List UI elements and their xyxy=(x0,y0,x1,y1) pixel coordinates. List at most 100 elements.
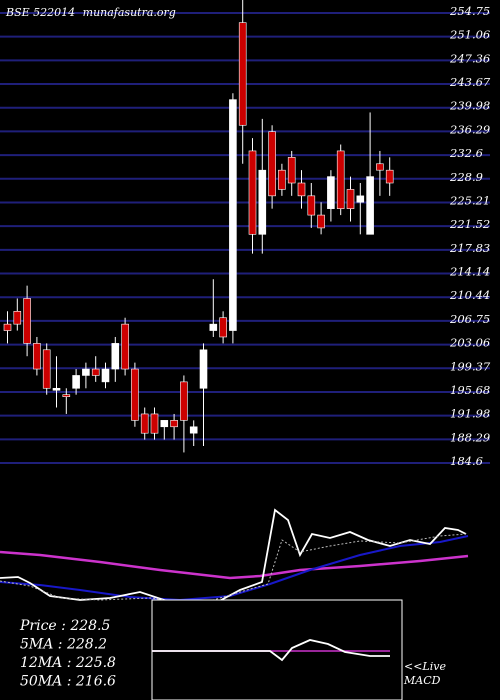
candle xyxy=(346,176,355,222)
price-tick-label: 217.83 xyxy=(449,241,490,255)
price-tick-label: 247.36 xyxy=(449,51,490,65)
price-tick-label: 214.14 xyxy=(449,265,490,279)
candle-body xyxy=(52,387,61,391)
candle xyxy=(42,343,51,395)
candle-body xyxy=(189,426,198,434)
candle xyxy=(91,356,100,382)
ticker-symbol: BSE 522014 xyxy=(5,6,75,19)
candle-body xyxy=(297,182,306,197)
price-tick-label: 232.6 xyxy=(449,146,483,160)
candle xyxy=(140,407,149,440)
stat-5ma: 5MA : 228.2 xyxy=(20,637,107,653)
candle-body xyxy=(72,375,80,389)
candle xyxy=(209,279,218,337)
candle xyxy=(3,311,12,344)
candle xyxy=(307,183,316,228)
candle xyxy=(238,0,247,164)
candle xyxy=(248,138,257,254)
candle xyxy=(366,112,374,235)
candle-body xyxy=(199,349,208,389)
price-tick-label: 199.37 xyxy=(450,359,491,373)
candle xyxy=(287,150,296,196)
stat-price: Price : 228.5 xyxy=(19,618,111,634)
candle-body xyxy=(346,189,355,209)
candle xyxy=(72,369,80,395)
candle-body xyxy=(248,150,257,235)
candle xyxy=(111,336,120,382)
candle xyxy=(131,362,139,427)
macd-line xyxy=(152,639,390,662)
candle-body xyxy=(180,381,188,421)
candle xyxy=(189,420,198,447)
candle xyxy=(229,93,237,344)
price-tick-label: 221.52 xyxy=(449,217,490,231)
candle-body xyxy=(229,99,237,331)
candle xyxy=(101,362,110,389)
candle xyxy=(160,420,169,440)
price-tick-label: 203.06 xyxy=(449,336,490,350)
candle-body xyxy=(82,368,90,376)
candle xyxy=(336,144,345,216)
candle-body xyxy=(160,420,169,428)
candle-body xyxy=(238,22,247,126)
price-tick-label: 206.75 xyxy=(449,312,490,326)
candle xyxy=(376,150,384,196)
ma12-line xyxy=(0,535,469,602)
candle xyxy=(268,125,276,209)
price-gridlines xyxy=(0,12,490,464)
candle-body xyxy=(62,394,71,398)
candle-body xyxy=(3,323,12,331)
candle-body xyxy=(13,311,22,325)
candle-body xyxy=(376,163,384,171)
price-tick-label: 188.29 xyxy=(450,430,490,444)
candle-body xyxy=(307,195,316,216)
candle-body xyxy=(356,195,365,203)
candle xyxy=(121,317,129,376)
candle xyxy=(317,202,325,235)
price-axis-ticks: 254.75 251.06 247.36 243.67 239.98 236.29 232.… xyxy=(449,4,491,468)
candle xyxy=(150,407,159,440)
candle-body xyxy=(209,323,218,331)
candle-body xyxy=(336,150,345,209)
candle xyxy=(297,170,306,209)
candle-body xyxy=(131,368,139,421)
price-tick-label: 225.21 xyxy=(449,193,490,207)
price-tick-label: 228.9 xyxy=(449,170,483,184)
candle xyxy=(385,157,394,196)
candle xyxy=(170,413,178,440)
candles xyxy=(3,0,394,453)
candle-body xyxy=(327,176,335,209)
candle-body xyxy=(23,298,31,344)
signal-line xyxy=(0,533,467,605)
candle xyxy=(33,336,41,376)
candle-body xyxy=(287,157,296,184)
price-tick-label: 243.67 xyxy=(449,75,491,89)
candle xyxy=(327,170,335,222)
candle-body xyxy=(111,343,120,370)
candle xyxy=(219,311,227,344)
candle-body xyxy=(366,176,374,235)
candle-body xyxy=(385,169,394,184)
candle xyxy=(13,298,22,331)
price-tick-label: 251.06 xyxy=(449,28,490,42)
macd-box xyxy=(151,599,403,700)
stat-12ma: 12MA : 225.8 xyxy=(20,655,116,671)
candle xyxy=(180,375,188,453)
candle-body xyxy=(278,169,286,190)
price-tick-label: 184.6 xyxy=(450,454,483,468)
candle xyxy=(258,118,267,254)
candle xyxy=(52,356,61,408)
ma50-line xyxy=(0,550,469,580)
price-tick-label: 236.29 xyxy=(449,122,490,136)
candle-body xyxy=(42,349,51,389)
candle-body xyxy=(91,368,100,376)
candle xyxy=(199,343,208,447)
candle-body xyxy=(140,413,149,434)
candle-body xyxy=(219,317,227,338)
candle-body xyxy=(33,343,41,370)
candle-body xyxy=(121,323,129,370)
candle xyxy=(356,183,365,235)
candle-body xyxy=(268,131,276,197)
